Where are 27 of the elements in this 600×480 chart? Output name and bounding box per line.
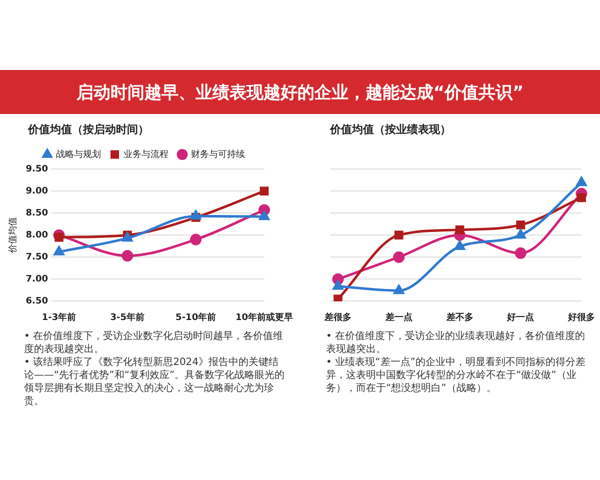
legend-label: 财务与可持续 [190,148,245,160]
legend-label: 战略与规划 [56,148,101,160]
x-tick-label: 差一点 [384,312,412,323]
x-tick-label: 1-3年前 [42,312,76,323]
text: 启动时间越早、业绩表现越好的企业，越能达成“价值共识” [0,70,600,114]
y-tick-label: 7.00 [26,274,48,285]
x-tick-label: 好很多 [567,312,595,323]
x-tick-label: 3-5年前 [110,312,145,323]
x-tick-label: 5-10年前 [176,312,216,323]
y-tick-label: 9.00 [26,186,48,196]
text: • 该结果呼应了《数字化转型新思2024》报告中的关键结论——“先行者优势”和“复利效应”。具备数字化战略眼光的领导层拥有长期且坚定投入的决心，这一战略耐心尤为珍贵。 [24,356,286,408]
y-tick-label: 8.50 [26,208,48,218]
legend-label: 业务与流程 [123,148,168,160]
text: • 业绩表现“差一点”的企业中，明显看到不同指标的得分差异，这表明中国数字化转型的分水岭不在于“做没做”（业务），而在于“想没想明白”（战略）。 [326,356,586,395]
chart-title: 价值均值（按业绩表现） [330,122,452,138]
y-tick-label: 6.50 [26,296,48,307]
x-tick-label: 差很多 [324,312,352,323]
y-tick-label: 7.50 [26,252,48,262]
y-axis-title: 价值均值 [8,217,19,254]
chart-subtitle: 价值均值（按启动时间） [28,122,150,138]
text: • 在价值维度下，受访企业的业绩表现越好，各价值维度的表现越突出。 [326,330,586,356]
y-tick-label: 9.50 [26,164,48,174]
x-tick-label: 好一点 [506,312,534,323]
y-tick-label: 8.00 [26,230,48,240]
text: • 在价值维度下，受访企业数字化启动时间越早，各价值维度的表现越突出。 [24,330,284,356]
x-tick-label: 10年前或更早 [235,312,294,323]
x-tick-label: 差不多 [445,312,474,323]
